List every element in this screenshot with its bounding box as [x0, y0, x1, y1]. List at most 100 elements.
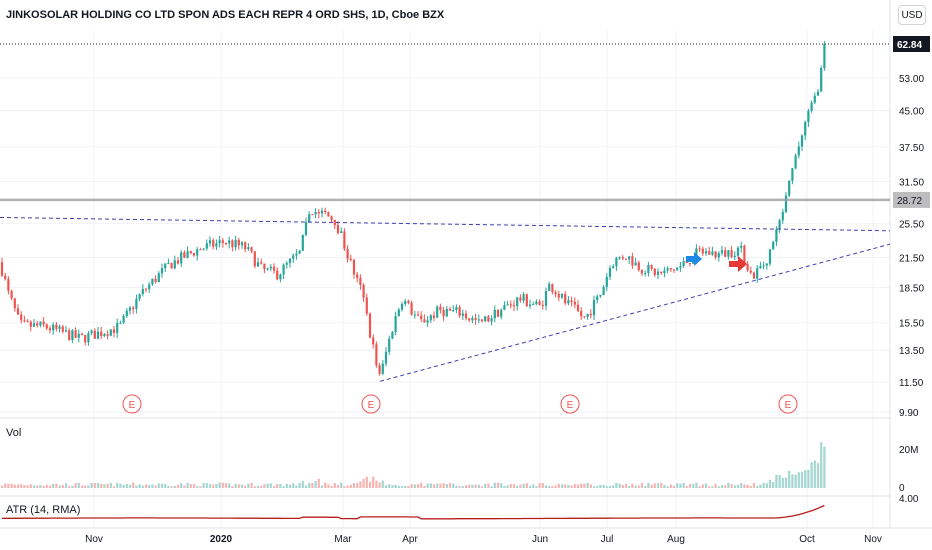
candle — [282, 263, 285, 280]
candle-body — [724, 250, 727, 257]
candle-body — [592, 300, 596, 316]
volume-bar — [365, 476, 368, 488]
candle-body — [420, 315, 423, 320]
candle-body — [461, 313, 464, 316]
volume-bar — [695, 482, 698, 488]
candle-body — [314, 211, 317, 215]
volume-bar — [253, 486, 256, 488]
candle-body — [266, 268, 269, 270]
candle-body — [653, 268, 656, 275]
volume-bar — [560, 484, 564, 488]
volume-bar — [52, 483, 55, 488]
volume-bar — [724, 485, 727, 488]
candle — [724, 247, 727, 258]
candle — [160, 263, 164, 278]
candle — [170, 262, 173, 269]
candle-body — [394, 316, 397, 333]
grid-lines — [0, 30, 890, 528]
volume-bar — [186, 482, 189, 488]
candle — [144, 288, 148, 293]
candle-body — [525, 294, 528, 307]
volume-bar — [77, 482, 80, 488]
candle-body — [605, 276, 608, 287]
volume-bar — [804, 470, 807, 488]
candle — [196, 246, 199, 261]
candle-body — [541, 304, 544, 306]
candle — [631, 252, 634, 269]
candle — [576, 300, 580, 312]
volume-bar — [391, 485, 394, 488]
volume-bar — [631, 483, 634, 488]
candle-body — [599, 295, 602, 297]
volume-bar — [231, 486, 234, 488]
candle-body — [522, 294, 525, 301]
volume-bar — [234, 483, 237, 488]
candle-body — [816, 91, 820, 96]
candle-body — [71, 330, 74, 341]
candle-body — [509, 304, 512, 306]
volume-bar — [800, 471, 804, 488]
resistance-price-tag — [893, 191, 930, 208]
volume-bar — [23, 485, 26, 488]
volume-bar — [384, 485, 388, 488]
volume-bar — [493, 482, 496, 488]
candle-body — [560, 294, 564, 298]
candle — [240, 240, 244, 249]
volume-bar — [352, 483, 356, 488]
volume-bar — [477, 484, 480, 488]
candle — [80, 332, 84, 336]
volume-bar — [522, 483, 525, 488]
candle — [260, 258, 263, 265]
candle — [208, 236, 212, 247]
volume-bar — [279, 483, 282, 488]
candle — [189, 250, 192, 255]
candle-body — [100, 331, 103, 337]
volume-bar — [154, 485, 157, 488]
candle — [314, 207, 317, 219]
volume-bar — [538, 483, 541, 488]
candle-body — [490, 318, 493, 322]
candle-body — [474, 318, 477, 321]
candle — [292, 253, 295, 264]
candle — [288, 258, 292, 268]
volume-bar — [685, 486, 688, 488]
volume-bar — [660, 482, 663, 488]
candle-body — [208, 240, 212, 244]
volume-bar — [596, 486, 599, 488]
candle — [400, 301, 404, 312]
candle — [340, 227, 343, 234]
candle-body — [708, 251, 711, 255]
candle — [813, 92, 816, 105]
candle — [727, 249, 730, 260]
candle — [87, 330, 90, 346]
volume-bar — [474, 484, 477, 488]
volume-bar — [816, 463, 820, 488]
candle-body — [260, 262, 263, 264]
candle — [429, 314, 432, 323]
candle-body — [480, 319, 484, 322]
candle-body — [119, 322, 122, 324]
volume-bar — [151, 484, 154, 488]
candle-body — [29, 321, 32, 327]
candle-body — [493, 309, 496, 319]
candle-body — [221, 240, 224, 243]
candle-body — [244, 242, 247, 250]
candle — [541, 300, 544, 310]
candle — [148, 281, 151, 294]
candle — [740, 241, 743, 253]
currency-button[interactable]: USD — [898, 5, 926, 25]
candle — [154, 275, 157, 284]
candle — [506, 300, 509, 306]
candle — [0, 257, 4, 278]
volume-bar — [772, 482, 775, 488]
last-price-label: 62.84 — [897, 40, 922, 51]
candle-body — [288, 258, 292, 264]
volume-bar — [541, 482, 544, 488]
candle — [13, 298, 16, 312]
volume-bar — [701, 484, 704, 488]
earnings-label: E — [129, 400, 136, 411]
candle — [362, 283, 365, 302]
candle — [151, 278, 154, 286]
candle-body — [807, 110, 810, 122]
